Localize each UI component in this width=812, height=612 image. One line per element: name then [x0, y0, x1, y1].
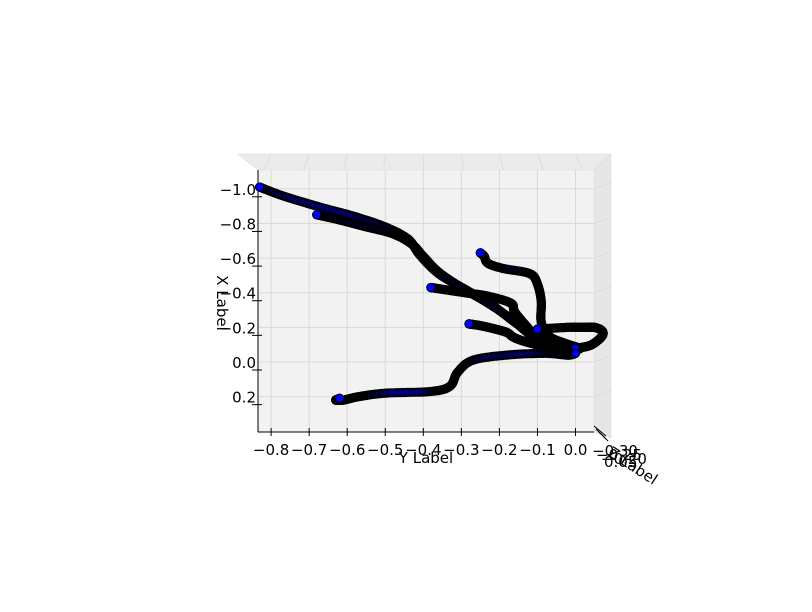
- trajectory-start-point: [334, 393, 345, 404]
- x-tick-label: −0.2: [220, 319, 256, 337]
- trajectory-start-point: [426, 282, 436, 293]
- grid-line-side: [593, 182, 612, 190]
- grid-line-side: [593, 217, 612, 224]
- trajectories: [254, 182, 608, 405]
- grid-line-side: [593, 390, 612, 398]
- grid-line-side: [593, 251, 612, 259]
- trajectory-start-point: [464, 319, 474, 329]
- grid-lines: [258, 153, 612, 432]
- y-tick-label: −0.6: [329, 441, 365, 459]
- trajectory-point: [570, 348, 581, 358]
- x-tick-label: 0.2: [232, 389, 256, 407]
- y-tick-label: 0.0: [564, 441, 588, 459]
- axes: [252, 170, 594, 436]
- back-pane: [258, 170, 594, 432]
- y-tick-label: −0.1: [519, 441, 555, 459]
- x-tick-label: −0.8: [220, 215, 256, 233]
- trajectory-start-point: [312, 210, 322, 220]
- grid-line-top: [343, 153, 348, 171]
- z-axis: −0.30 −0.25 −0.20 0.05: [592, 425, 647, 471]
- grid-line-top: [460, 153, 464, 171]
- z-tick-labels-overlap: −0.30: [592, 442, 638, 460]
- y-axis-label: Y Label: [398, 449, 453, 467]
- z-tick-labels-overlap: −0.20: [601, 450, 647, 468]
- grid-line-top: [575, 153, 584, 171]
- y-tick-label: −0.2: [481, 441, 517, 459]
- trajectory-start-point: [532, 324, 543, 334]
- trajectory-7: [331, 348, 581, 405]
- x-tick-label: −1.0: [220, 181, 256, 199]
- x-tick-label: −0.4: [220, 285, 256, 303]
- y-tick-label: −0.4: [405, 441, 441, 459]
- y-tick-label: −0.8: [253, 441, 289, 459]
- y-tick-label: −0.7: [291, 441, 327, 459]
- x-tick-label: −0.6: [220, 250, 256, 268]
- trajectory-start-point: [475, 248, 486, 258]
- grid-line-top: [537, 153, 544, 171]
- z-tick-labels-overlap: −0.25: [596, 446, 642, 464]
- y-tick-label: −0.3: [443, 441, 479, 459]
- z-tick-labels-overlap: 0.05: [604, 453, 637, 471]
- grid-line-top: [383, 153, 386, 171]
- grid-line-side: [593, 286, 612, 294]
- trajectory-start-point: [254, 182, 265, 192]
- y-tick-labels: −0.8 −0.7 −0.6 −0.5 −0.4 −0.3 −0.2 −0.1 0.0: [253, 441, 588, 459]
- x-tick-labels: −1.0 −0.8 −0.6 −0.4 −0.2 0.0 0.2: [220, 181, 256, 407]
- x-axis-label: X Label: [213, 275, 231, 331]
- grid-line-side: [593, 355, 612, 363]
- x-tick-label: 0.0: [232, 354, 256, 372]
- grid-line-top: [303, 153, 310, 171]
- grid-line-top: [263, 153, 272, 171]
- y-tick-label: −0.5: [367, 441, 403, 459]
- trajectory-6: [532, 322, 608, 353]
- top-pane: [237, 153, 612, 171]
- grid-line-top: [499, 153, 504, 171]
